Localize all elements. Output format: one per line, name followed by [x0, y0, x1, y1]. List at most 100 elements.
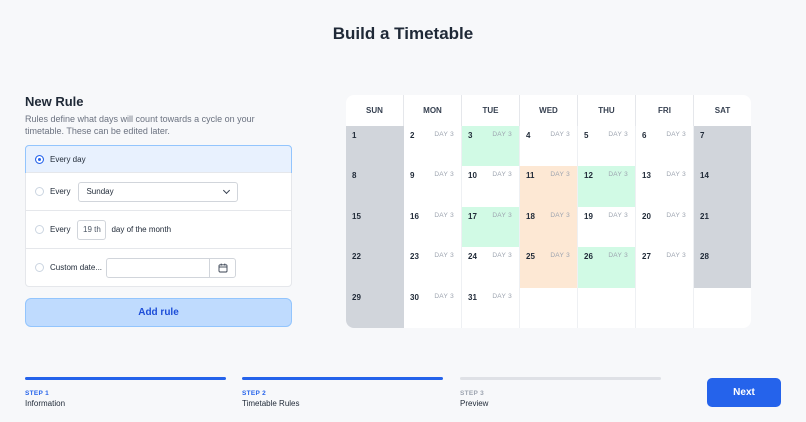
day-number: 7 [700, 131, 705, 140]
day-cell-14[interactable]: 14 [694, 166, 751, 207]
day-cell-17[interactable]: 17 DAY 3 [462, 206, 520, 248]
day-cell-11[interactable]: 11 DAY 3 [520, 166, 578, 207]
cycle-day-label: DAY 3 [492, 292, 512, 300]
day-cell-18[interactable]: 18 DAY 3 [520, 206, 578, 248]
weekday-select-value: Sunday [86, 187, 114, 196]
cycle-day-label: DAY 3 [550, 211, 570, 219]
cycle-day-label: DAY 3 [434, 131, 454, 138]
day-cell-7[interactable]: 7 [694, 126, 751, 167]
day-cell-12[interactable]: 12 DAY 3 [578, 166, 636, 207]
weekday-header-fri: FRI [636, 95, 694, 126]
option-every-day[interactable]: Every day [25, 145, 292, 173]
day-cell-5[interactable]: 5 DAY 3 [578, 126, 636, 167]
cycle-day-label: DAY 3 [608, 171, 628, 179]
day-cell-10[interactable]: 10 DAY 3 [462, 166, 520, 207]
option-every-label: Every [50, 187, 71, 196]
page-title: Build a Timetable [332, 24, 474, 43]
rule-heading: New Rule [25, 94, 84, 109]
option-custom-date[interactable]: Custom date... [26, 248, 291, 286]
option-day-of-month[interactable]: Every 19 th day of the month [26, 210, 291, 248]
day-number: 28 [700, 252, 709, 262]
day-of-month-suffix: day of the month [111, 225, 172, 234]
day-number: 29 [352, 292, 361, 302]
day-number: 12 [584, 171, 593, 181]
day-cell-19[interactable]: 19 DAY 3 [578, 206, 636, 248]
weekday-select[interactable]: Sunday [78, 181, 239, 202]
day-number: 6 [642, 131, 647, 140]
day-cell-6[interactable]: 6 DAY 3 [636, 126, 694, 167]
step-1[interactable]: STEP 1 Information [25, 377, 226, 408]
cycle-day-label: DAY 3 [608, 211, 628, 219]
day-cell-23[interactable]: 23 DAY 3 [404, 247, 462, 288]
day-cell-3[interactable]: 3 DAY 3 [462, 126, 520, 167]
cycle-day-label: DAY 3 [666, 252, 686, 260]
calendar-week-row: 29 30 DAY 3 31 DAY 3 [346, 287, 751, 328]
next-button[interactable]: Next [707, 378, 781, 407]
day-number: 9 [410, 171, 415, 181]
day-cell-26[interactable]: 26 DAY 3 [578, 247, 636, 288]
day-number: 30 [410, 292, 419, 302]
calendar-week-row: 1 2 DAY 3 3 DAY 3 4 DAY 3 5 DAY 3 6 DAY 3 7 [346, 126, 751, 167]
empty-cell [636, 287, 694, 328]
cycle-day-label: DAY 3 [550, 252, 570, 260]
day-number: 17 [468, 211, 477, 221]
day-cell-8[interactable]: 8 [346, 166, 404, 207]
day-number: 21 [700, 211, 709, 221]
cycle-day-label: DAY 3 [434, 211, 454, 219]
day-cell-25[interactable]: 25 DAY 3 [520, 247, 578, 288]
day-cell-22[interactable]: 22 [346, 247, 404, 288]
custom-date-input[interactable] [106, 257, 237, 278]
day-cell-16[interactable]: 16 DAY 3 [404, 206, 462, 248]
custom-date-field[interactable] [107, 259, 209, 277]
radio-every-day[interactable] [35, 154, 44, 164]
day-number: 19 [584, 211, 593, 221]
option-custom-label: Custom date... [50, 263, 103, 272]
day-cell-13[interactable]: 13 DAY 3 [636, 166, 694, 207]
day-number: 13 [642, 171, 651, 181]
cycle-day-label: DAY 3 [666, 211, 686, 219]
step-2[interactable]: STEP 2 Timetable Rules [242, 377, 443, 408]
day-number: 20 [642, 211, 651, 221]
cycle-day-label: DAY 3 [492, 252, 512, 260]
day-cell-1[interactable]: 1 [346, 126, 404, 167]
day-number: 3 [468, 131, 473, 140]
day-cell-15[interactable]: 15 [346, 206, 404, 248]
day-cell-31[interactable]: 31 DAY 3 [462, 287, 520, 328]
day-number: 25 [526, 252, 535, 262]
cycle-day-label: DAY 3 [492, 131, 512, 138]
option-every-weekday[interactable]: Every Sunday [26, 172, 291, 210]
day-number: 15 [352, 211, 361, 221]
weekday-header-tue: TUE [462, 95, 520, 126]
day-cell-2[interactable]: 2 DAY 3 [404, 126, 462, 167]
step-2-label: STEP 2 [242, 390, 267, 397]
add-rule-button[interactable]: Add rule [25, 298, 292, 327]
day-number: 14 [700, 171, 709, 181]
day-cell-30[interactable]: 30 DAY 3 [404, 287, 462, 328]
cycle-day-label: DAY 3 [666, 171, 686, 179]
step-1-name: Information [25, 399, 66, 408]
day-cell-21[interactable]: 21 [694, 206, 751, 248]
calendar-week-row: 15 16 DAY 3 17 DAY 3 18 DAY 3 19 DAY 3 20 DAY 3 21 [346, 206, 751, 248]
step-3[interactable]: STEP 3 Preview [460, 377, 661, 408]
day-number: 2 [410, 131, 415, 140]
day-cell-28[interactable]: 28 [694, 247, 751, 288]
day-cell-27[interactable]: 27 DAY 3 [636, 247, 694, 288]
day-cell-20[interactable]: 20 DAY 3 [636, 206, 694, 248]
radio-custom-date[interactable] [35, 263, 44, 272]
day-cell-24[interactable]: 24 DAY 3 [462, 247, 520, 288]
day-cell-4[interactable]: 4 DAY 3 [520, 126, 578, 167]
day-number: 5 [584, 131, 589, 140]
day-cell-9[interactable]: 9 DAY 3 [404, 166, 462, 207]
radio-every-weekday[interactable] [35, 187, 44, 196]
day-cell-29[interactable]: 29 [346, 287, 404, 328]
date-picker-button[interactable] [209, 258, 235, 277]
cycle-day-label: DAY 3 [550, 171, 570, 179]
day-of-month-input[interactable]: 19 th [77, 219, 107, 240]
day-number: 26 [584, 252, 593, 262]
step-2-progress-bar [242, 377, 443, 380]
weekday-header-wed: WED [520, 95, 578, 126]
day-number: 23 [410, 252, 419, 262]
radio-day-of-month[interactable] [35, 225, 44, 234]
empty-cell [520, 287, 578, 328]
